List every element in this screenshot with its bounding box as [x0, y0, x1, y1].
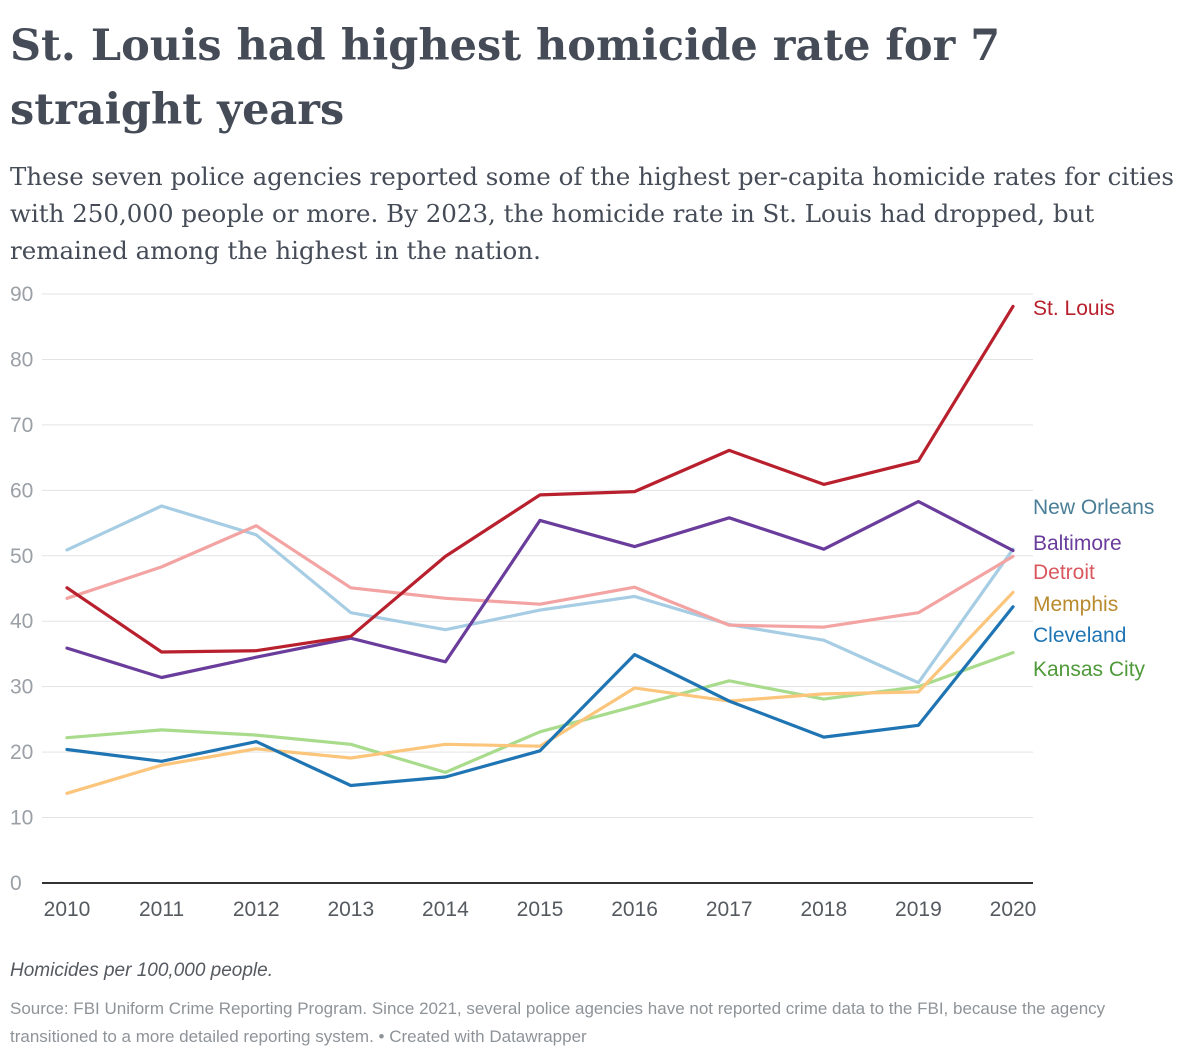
x-tick-label: 2017: [706, 898, 753, 921]
series-label-memphis: Memphis: [1033, 593, 1118, 616]
series-line-kansas-city: [65, 651, 1015, 774]
y-tick-label: 70: [10, 414, 33, 437]
series-label-baltimore: Baltimore: [1033, 532, 1122, 555]
y-tick-label: 30: [10, 676, 33, 699]
x-tick-label: 2018: [800, 898, 847, 921]
series-line-detroit: [65, 524, 1015, 629]
x-tick-label: 2012: [233, 898, 280, 921]
y-tick-label: 50: [10, 545, 33, 568]
chart-source: Source: FBI Uniform Crime Reporting Prog…: [10, 999, 1106, 1046]
series-label-kansas-city: Kansas City: [1033, 658, 1146, 681]
x-tick-label: 2019: [895, 898, 942, 921]
line-chart: 0 10 20 30 40 50 60 70 80 90 2010 2011 2012 2013 2014…: [10, 283, 1154, 921]
x-tick-label: 2016: [611, 898, 658, 921]
series-line-st-louis: [65, 304, 1015, 654]
x-axis-ticks: 2010 2011 2012 2013 2014 2015 2016 2017 2018 2019…: [44, 898, 1037, 921]
x-tick-label: 2013: [327, 898, 374, 921]
series-lines: [65, 304, 1015, 795]
y-axis-ticks: 0 10 20 30 40 50 60 70 80 90: [10, 283, 33, 895]
y-tick-label: 60: [10, 479, 33, 502]
y-tick-label: 10: [10, 807, 33, 830]
x-tick-label: 2015: [517, 898, 564, 921]
series-label-cleveland: Cleveland: [1033, 624, 1126, 647]
series-line-baltimore: [65, 499, 1015, 680]
y-tick-label: 20: [10, 741, 33, 764]
series-labels: New Orleans Kansas City Memphis Detroit Clev…: [1033, 297, 1154, 681]
x-tick-label: 2020: [990, 898, 1037, 921]
series-label-new-orleans: New Orleans: [1033, 496, 1154, 519]
gridlines: [42, 293, 1033, 884]
series-line-cleveland: [65, 605, 1015, 788]
x-tick-label: 2010: [44, 898, 91, 921]
x-tick-label: 2014: [422, 898, 469, 921]
x-tick-label: 2011: [139, 898, 184, 921]
series-label-st-louis: St. Louis: [1033, 297, 1115, 320]
chart-subtitle: These seven police agencies reported som…: [10, 162, 1174, 265]
y-tick-label: 90: [10, 283, 33, 306]
y-tick-label: 0: [10, 872, 22, 895]
series-label-detroit: Detroit: [1033, 561, 1095, 584]
y-tick-label: 40: [10, 610, 33, 633]
chart-title: St. Louis had highest homicide rate for …: [10, 21, 1001, 135]
series-line-memphis: [65, 590, 1015, 795]
chart-note: Homicides per 100,000 people.: [10, 960, 274, 981]
y-tick-label: 80: [10, 348, 33, 371]
series-line-new-orleans: [65, 504, 1015, 685]
